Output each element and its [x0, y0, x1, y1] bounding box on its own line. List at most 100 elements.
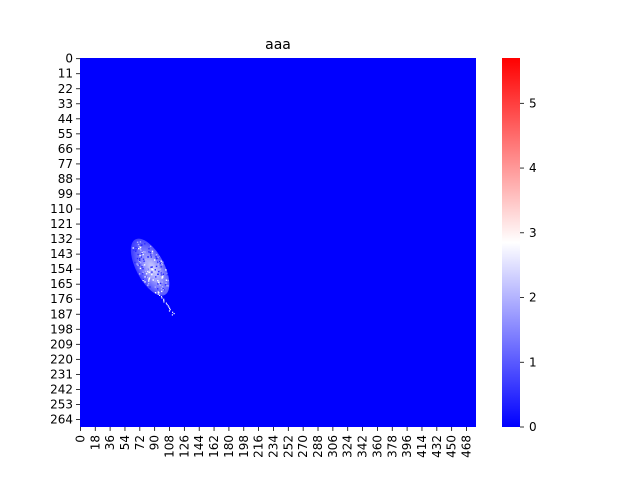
hotspot-cell	[140, 256, 142, 258]
hotspot-cell	[161, 286, 164, 288]
hotspot-cell	[143, 260, 145, 262]
hotspot-cell	[159, 260, 161, 263]
y-tick-label: 132	[50, 232, 73, 246]
colorbar-tick-label: 2	[529, 291, 537, 305]
hotspot-cell	[160, 275, 162, 277]
hotspot-cell	[169, 307, 171, 309]
hotspot-cell	[149, 251, 152, 254]
hotspot-cell	[159, 294, 161, 296]
hotspot-cell	[147, 256, 149, 258]
hotspot-cell	[149, 286, 151, 288]
hotspot-cell	[145, 273, 148, 275]
hotspot-cell	[157, 265, 160, 268]
hotspot-cell	[142, 273, 144, 275]
chart-title: aaa	[265, 37, 291, 53]
hotspot-cell	[140, 244, 142, 246]
hotspot-cell	[162, 275, 164, 277]
hotspot-cell	[165, 269, 167, 271]
hotspot-cell	[142, 258, 145, 260]
hotspot-cell	[157, 273, 159, 275]
x-tick-label: 378	[385, 435, 399, 458]
hotspot-cell	[136, 257, 139, 260]
y-tick-label: 198	[50, 322, 73, 336]
hotspot-cell	[135, 246, 137, 249]
hotspot-cell	[150, 256, 152, 258]
hotspot-cell	[148, 251, 150, 253]
hotspot-cell	[147, 284, 149, 286]
hotspot-cell	[160, 266, 162, 268]
x-tick-label: 144	[192, 435, 206, 458]
hotspot-cell	[144, 276, 146, 278]
hotspot-cell	[144, 251, 146, 253]
hotspot-cell	[138, 247, 140, 250]
x-tick-label: 0	[73, 435, 87, 443]
hotspot-cell	[151, 252, 153, 255]
hotspot-cell	[147, 271, 149, 273]
hotspot-cell	[141, 266, 143, 268]
hotspot-cell	[153, 259, 156, 261]
x-tick-label: 468	[460, 435, 474, 458]
y-tick-label: 242	[50, 382, 73, 396]
x-tick-label: 198	[237, 435, 251, 458]
hotspot-cell	[154, 286, 156, 288]
x-tick-label: 342	[356, 435, 370, 458]
hotspot-cell	[141, 252, 143, 254]
hotspot-cell	[162, 273, 164, 275]
hotspot-cell	[165, 302, 167, 304]
hotspot-cell	[135, 249, 137, 251]
hotspot-cell	[160, 260, 162, 262]
x-tick-label: 414	[415, 435, 429, 458]
hotspot-cell	[133, 249, 135, 251]
hotspot-cell	[159, 273, 161, 276]
x-tick-label: 306	[326, 435, 340, 458]
x-tick-label: 72	[133, 435, 147, 450]
y-tick-label: 176	[50, 292, 73, 306]
hotspot-cell	[148, 277, 150, 280]
colorbar-tick-label: 0	[529, 420, 537, 434]
x-tick-label: 270	[296, 435, 310, 458]
x-tick-label: 54	[118, 435, 132, 450]
hotspot-cell	[150, 266, 152, 268]
hotspot-cell	[157, 288, 159, 290]
hotspot-cell	[146, 276, 148, 279]
hotspot-cell	[141, 252, 143, 255]
y-tick-label: 143	[50, 247, 73, 261]
hotspot-cell	[148, 271, 150, 273]
x-tick-label: 162	[207, 435, 221, 458]
hotspot-cell	[146, 260, 148, 262]
y-tick-label: 11	[58, 67, 73, 81]
y-tick-label: 253	[50, 397, 73, 411]
hotspot-cell	[160, 287, 163, 290]
hotspot-cell	[144, 263, 147, 265]
hotspot-cell	[151, 250, 154, 252]
y-tick-label: 209	[50, 337, 73, 351]
colorbar-axis: 0 1 2 3 4 5	[520, 96, 537, 434]
hotspot-cell	[156, 257, 158, 259]
y-tick-label: 77	[58, 157, 73, 171]
x-tick-label: 36	[103, 435, 117, 450]
hotspot-cell	[167, 279, 169, 282]
hotspot-cell	[139, 248, 141, 250]
hotspot-cell	[138, 246, 141, 248]
hotspot-cell	[142, 278, 145, 281]
hotspot-cell	[161, 290, 163, 293]
hotspot-cell	[169, 309, 171, 311]
y-tick-label: 121	[50, 217, 73, 231]
hotspot-cell	[154, 269, 156, 271]
hotspot-cell	[152, 279, 154, 281]
hotspot-cell	[157, 283, 159, 285]
y-tick-label: 165	[50, 277, 73, 291]
hotspot-cell	[160, 296, 163, 298]
colorbar-tick-label: 4	[529, 161, 537, 175]
y-tick-label: 264	[50, 412, 73, 426]
colorbar-tick-label: 5	[529, 96, 537, 110]
hotspot-cell	[155, 256, 157, 258]
hotspot-cell	[159, 262, 161, 265]
hotspot-cell	[146, 271, 149, 274]
hotspot-cell	[162, 289, 164, 291]
hotspot-cell	[140, 249, 142, 251]
hotspot-cell	[138, 264, 141, 266]
y-tick-label: 55	[58, 127, 73, 141]
